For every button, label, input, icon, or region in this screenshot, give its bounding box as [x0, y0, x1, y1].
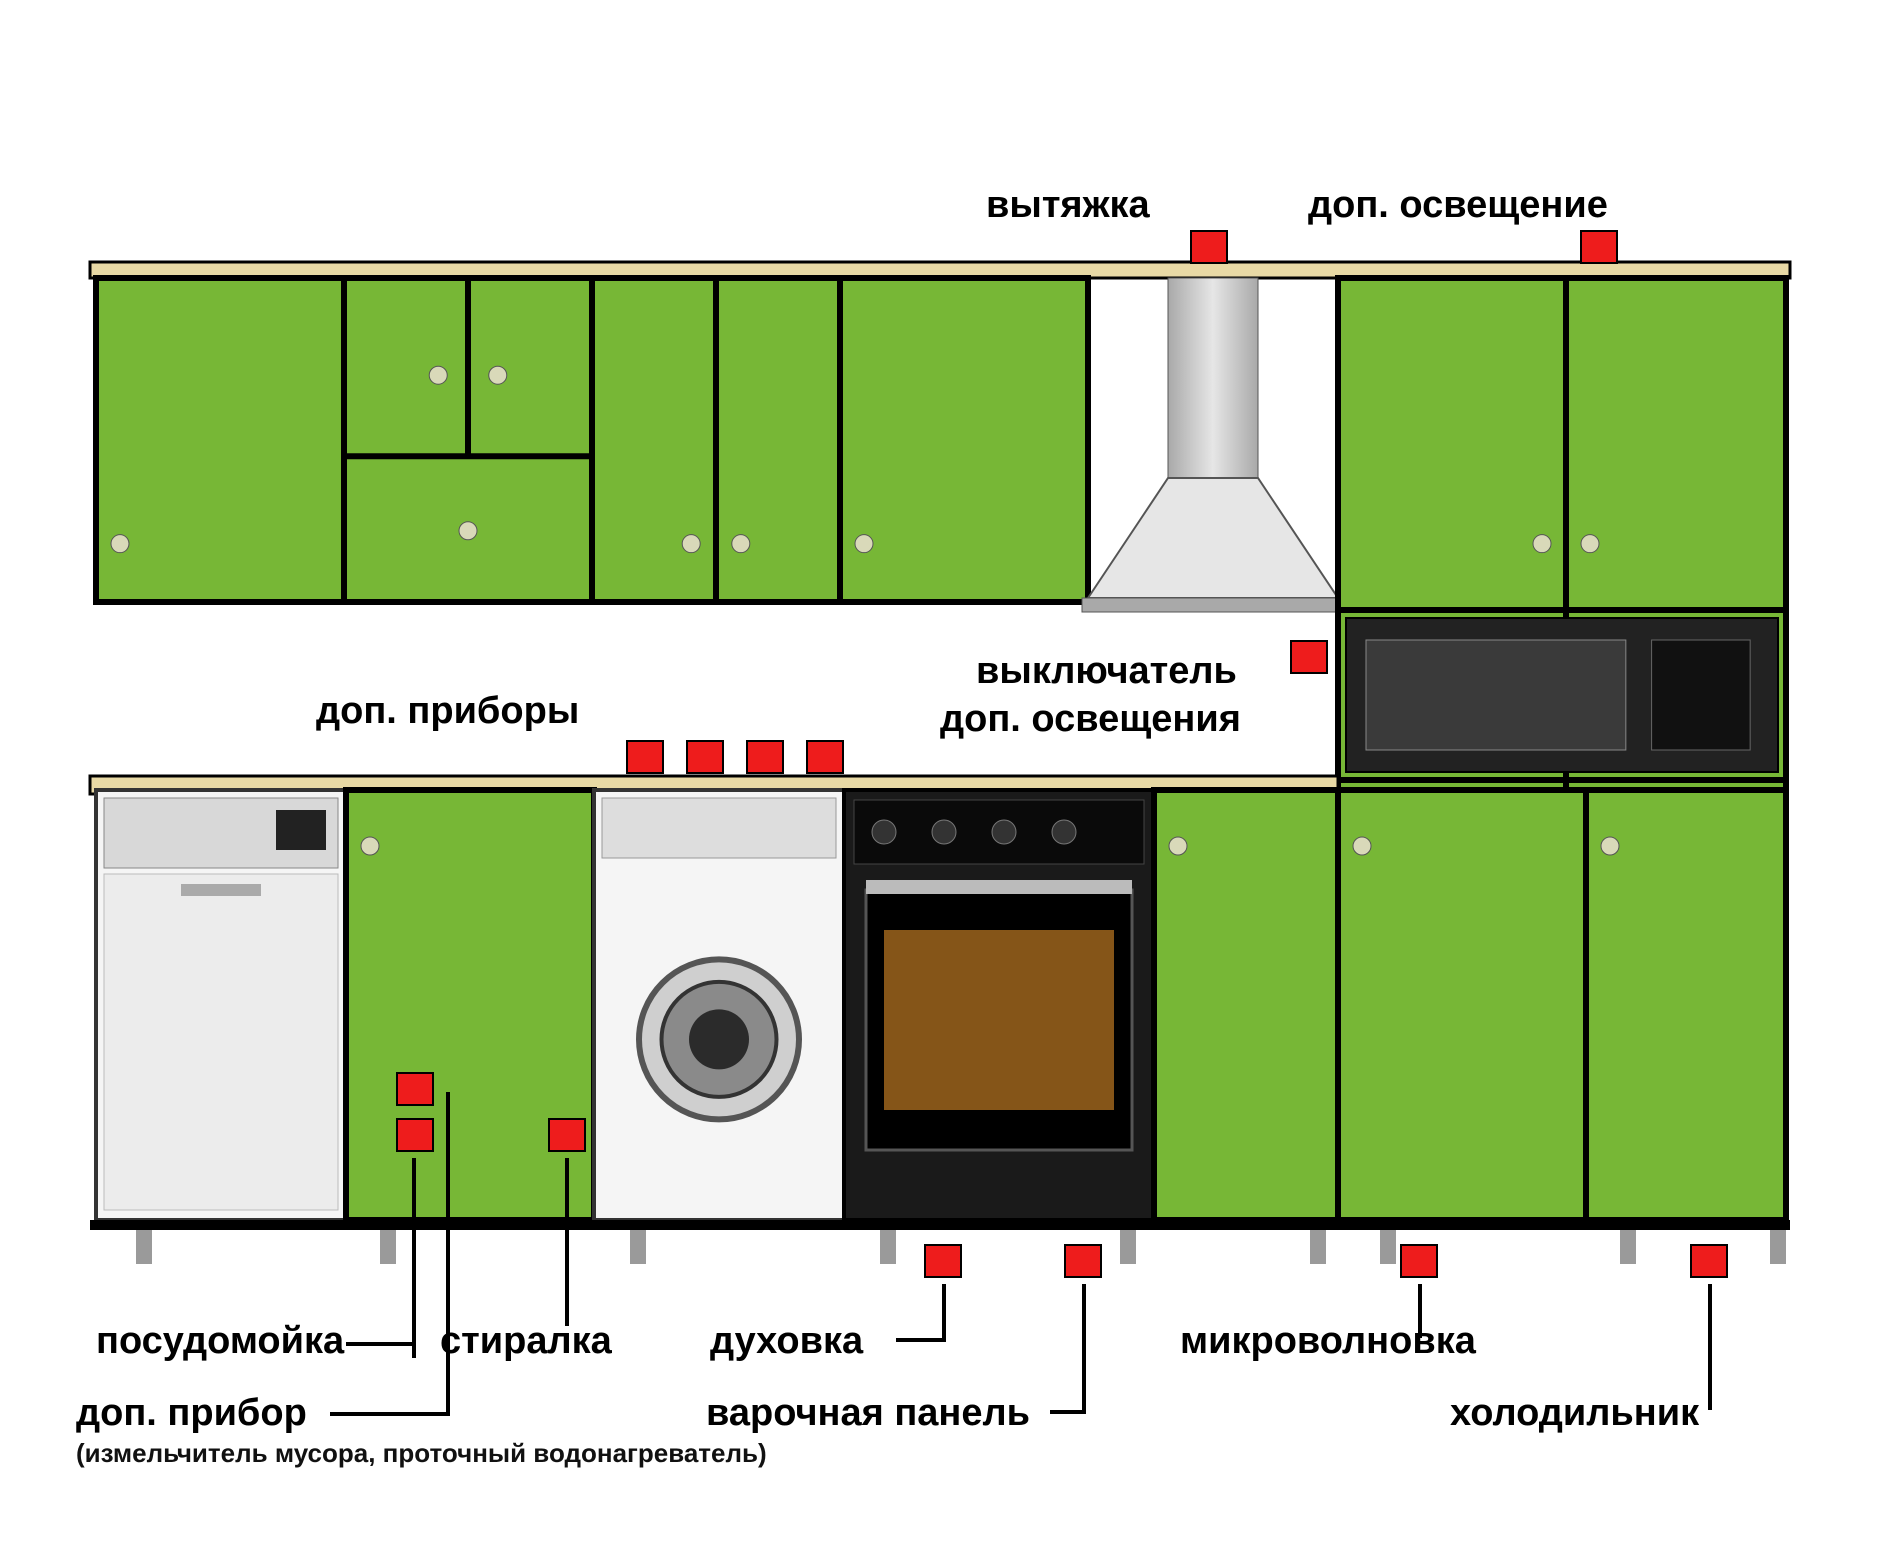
label-switch-l1: выключатель — [976, 650, 1237, 693]
label-extra-device-sub: (измельчитель мусора, проточный водонагр… — [76, 1438, 767, 1469]
outlet-fridge-outlet — [1690, 1244, 1728, 1278]
outlet-extra-light — [1580, 230, 1618, 264]
label-devices: доп. приборы — [316, 690, 579, 733]
outlet-switch — [1290, 640, 1328, 674]
label-washer: стиралка — [440, 1320, 612, 1363]
outlet-devices-2 — [686, 740, 724, 774]
leader-line — [942, 1284, 946, 1338]
outlet-dish-1 — [396, 1072, 434, 1106]
leader-line — [330, 1412, 450, 1416]
leader-line — [1082, 1284, 1086, 1410]
outlet-devices-4 — [806, 740, 844, 774]
label-extra-light: доп. освещение — [1308, 184, 1608, 227]
leader-line — [1418, 1284, 1422, 1338]
outlet-oven-outlet — [924, 1244, 962, 1278]
outlet-devices-3 — [746, 740, 784, 774]
label-hood: вытяжка — [986, 184, 1150, 227]
outlet-microwave-outlet — [1400, 1244, 1438, 1278]
label-fridge: холодильник — [1450, 1392, 1699, 1435]
outlet-devices-1 — [626, 740, 664, 774]
outlet-cooktop-outlet — [1064, 1244, 1102, 1278]
label-extra-device: доп. прибор — [76, 1392, 307, 1435]
outlet-hood — [1190, 230, 1228, 264]
leader-line — [1050, 1410, 1086, 1414]
outlet-washer — [548, 1118, 586, 1152]
leader-line — [412, 1158, 416, 1358]
leader-line — [346, 1342, 416, 1346]
leader-line — [1708, 1284, 1712, 1410]
kitchen-outlet-diagram: вытяжка доп. освещение доп. приборы выкл… — [0, 0, 1894, 1536]
label-dishwasher: посудомойка — [96, 1320, 344, 1363]
leader-line — [565, 1158, 569, 1326]
outlet-dish-2 — [396, 1118, 434, 1152]
label-cooktop: варочная панель — [706, 1392, 1030, 1435]
label-oven: духовка — [710, 1320, 863, 1363]
label-microwave: микроволновка — [1180, 1320, 1476, 1363]
label-switch-l2: доп. освещения — [940, 698, 1241, 741]
leader-line — [896, 1338, 946, 1342]
leader-line — [446, 1092, 450, 1412]
